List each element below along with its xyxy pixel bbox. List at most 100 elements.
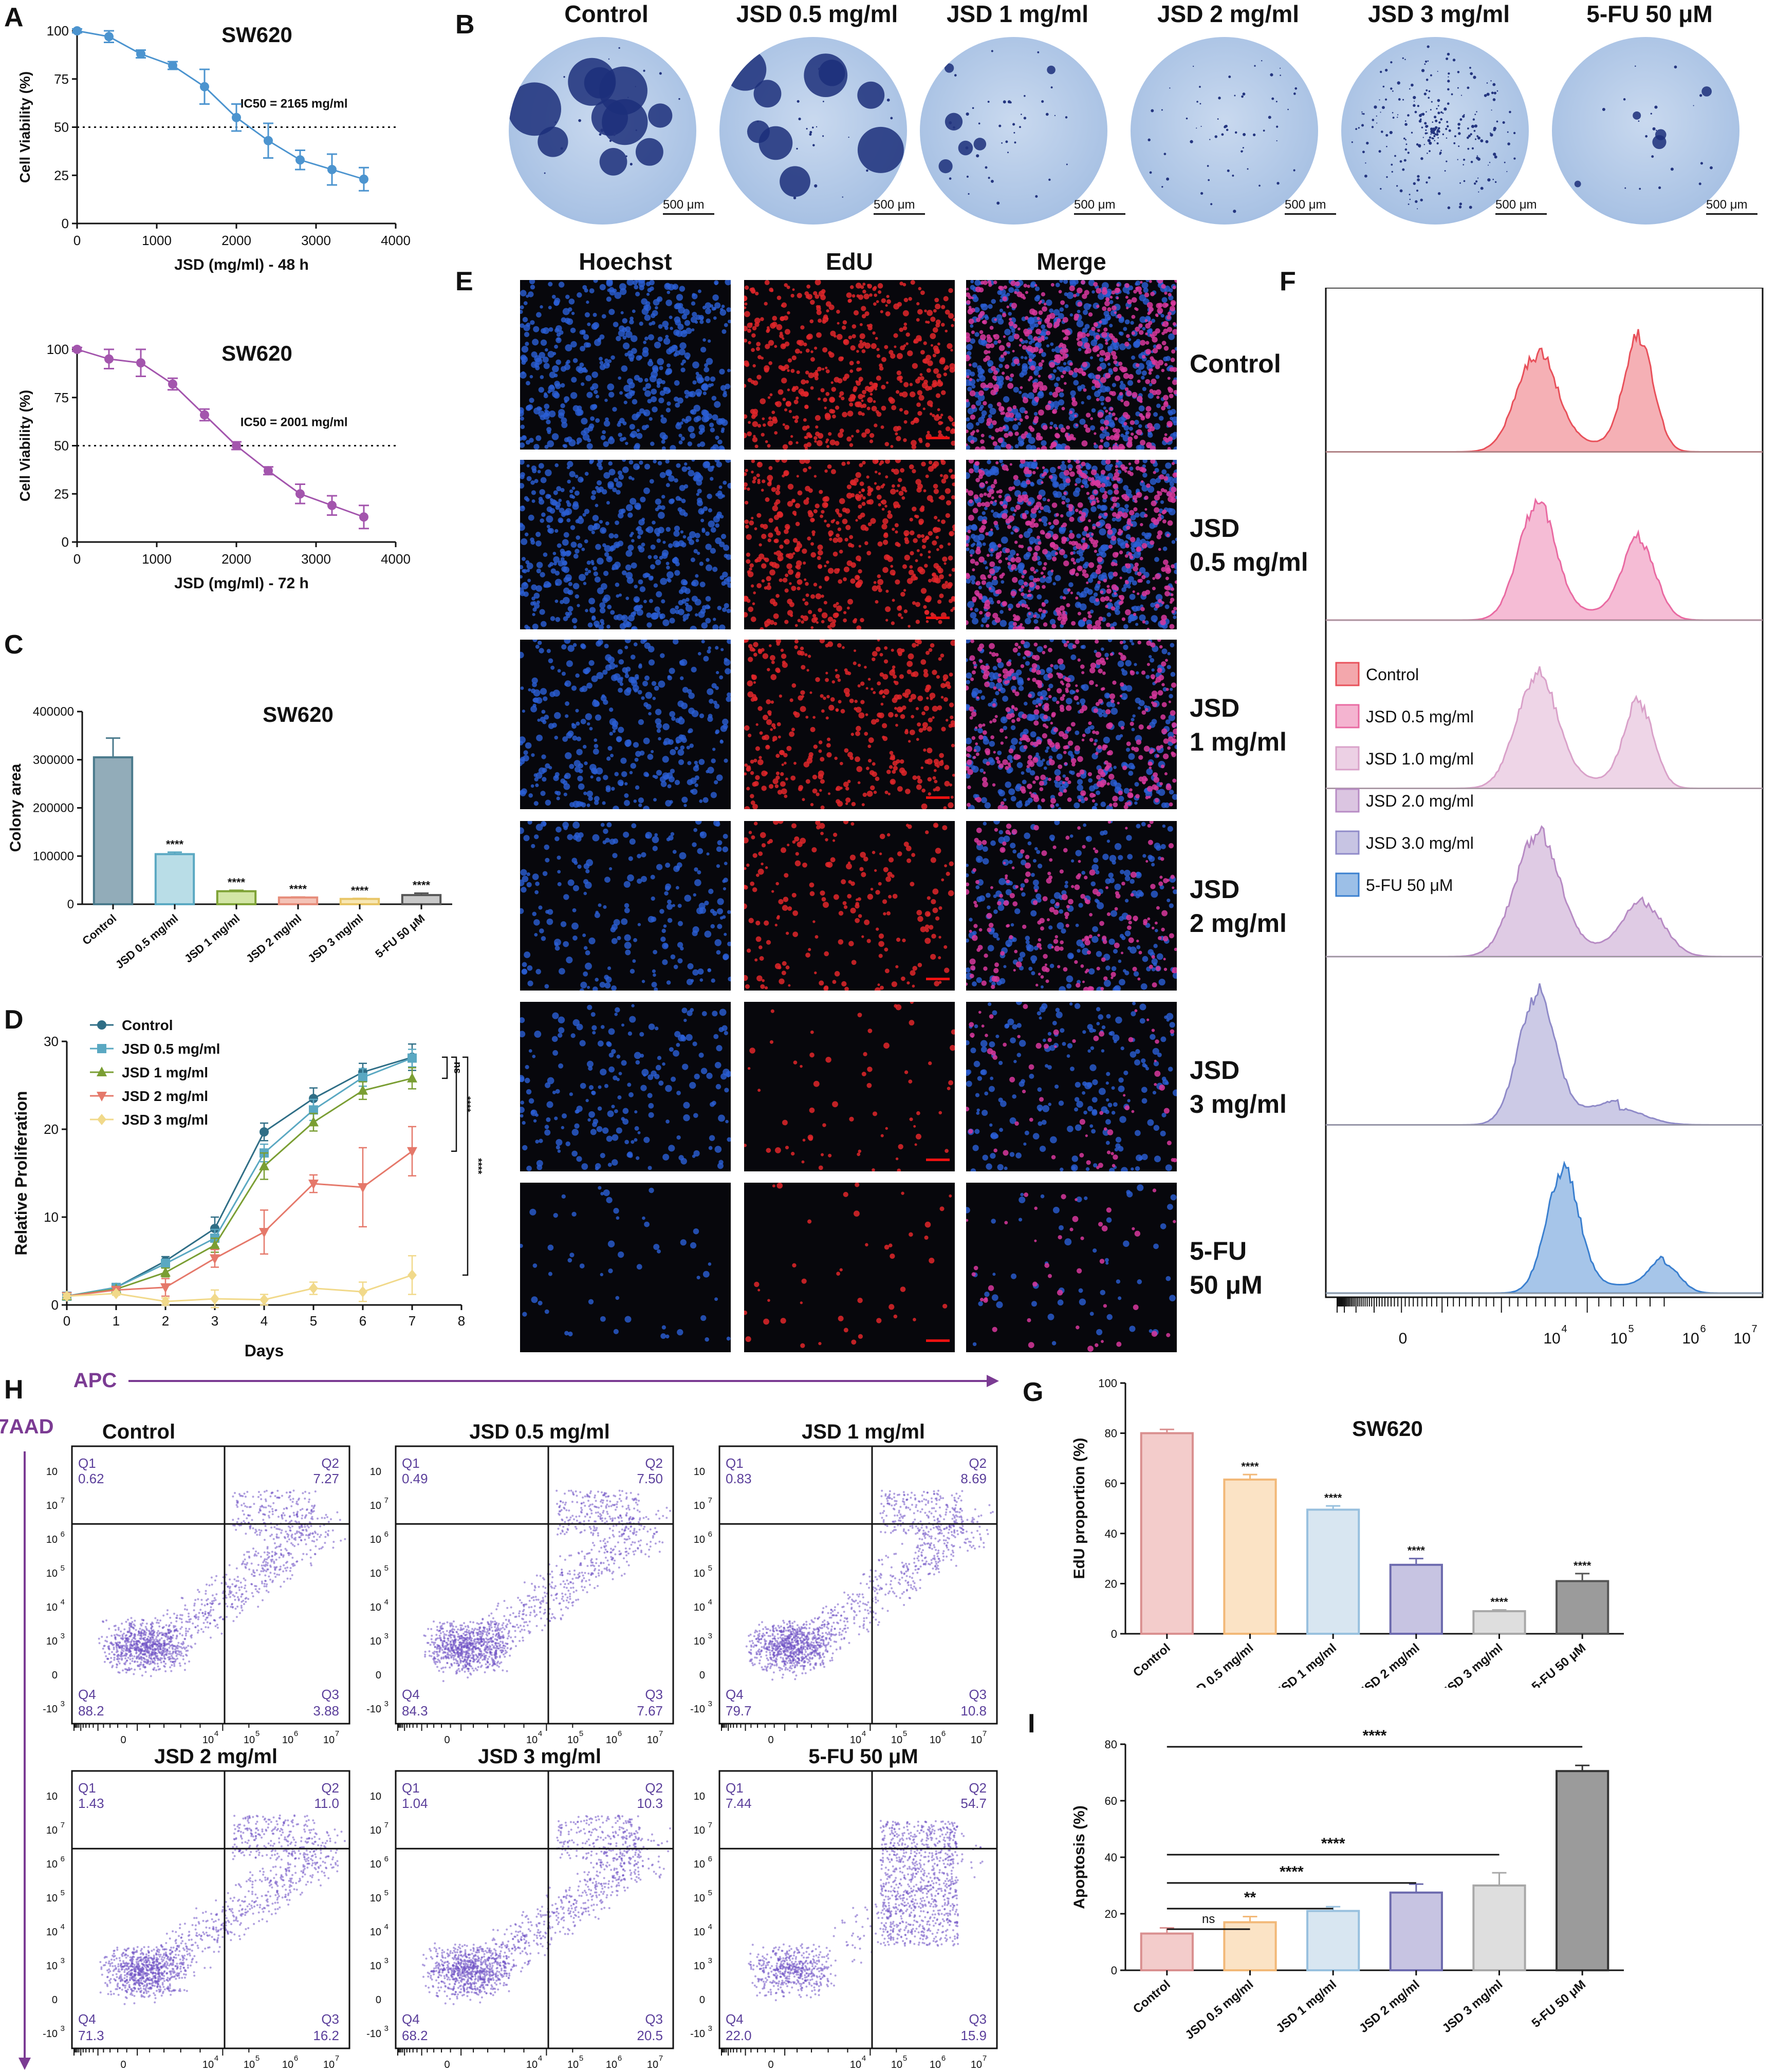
- event-dot: [610, 1547, 612, 1550]
- event-dot: [521, 1629, 523, 1631]
- event-dot: [216, 1623, 218, 1626]
- event-dot: [138, 1631, 140, 1633]
- event-dot: [229, 1590, 231, 1592]
- event-dot: [261, 1504, 263, 1507]
- x-tick-exponent: 4: [214, 1729, 218, 1738]
- event-dot: [519, 1640, 521, 1642]
- event-dot: [646, 1530, 649, 1533]
- event-dot: [938, 1499, 940, 1501]
- event-dot: [765, 1628, 768, 1630]
- event-dot: [140, 1632, 142, 1634]
- event-dot: [267, 1504, 270, 1507]
- event-dot: [188, 1618, 191, 1621]
- event-dot: [178, 1617, 181, 1620]
- event-dot: [285, 1530, 287, 1533]
- event-dot: [488, 1614, 490, 1617]
- event-dot: [125, 1671, 127, 1674]
- event-dot: [943, 1527, 946, 1530]
- event-dot: [955, 1564, 957, 1567]
- event-dot: [788, 1670, 791, 1672]
- event-dot: [140, 1635, 143, 1637]
- event-dot: [206, 1603, 209, 1606]
- event-dot: [439, 1661, 441, 1664]
- event-dot: [245, 1600, 247, 1603]
- event-dot: [233, 1578, 236, 1581]
- event-dot: [258, 1529, 261, 1531]
- event-dot: [569, 1598, 571, 1600]
- event-dot: [289, 1526, 291, 1529]
- histogram-6: [1326, 1161, 1763, 1294]
- event-dot: [229, 1585, 231, 1588]
- event-dot: [802, 1623, 805, 1626]
- event-dot: [584, 1495, 586, 1498]
- event-dot: [809, 1664, 811, 1666]
- event-dot: [788, 1659, 790, 1662]
- event-dot: [114, 1625, 117, 1627]
- event-dot: [217, 1603, 220, 1606]
- event-dot: [449, 1654, 452, 1656]
- event-dot: [137, 1634, 139, 1636]
- event-dot: [589, 1527, 592, 1530]
- event-dot: [171, 1655, 173, 1657]
- event-dot: [600, 1562, 602, 1564]
- event-dot: [504, 1628, 506, 1631]
- event-dot: [187, 1630, 189, 1633]
- event-dot: [777, 1651, 780, 1653]
- event-dot: [571, 1515, 574, 1517]
- event-dot: [277, 1536, 280, 1539]
- event-dot: [789, 1659, 792, 1662]
- event-dot: [225, 1583, 228, 1585]
- event-dot: [988, 1504, 991, 1506]
- event-dot: [167, 1629, 170, 1632]
- event-dot: [464, 1644, 466, 1647]
- event-dot: [248, 1555, 250, 1558]
- significance-label: ****: [228, 876, 246, 889]
- event-dot: [471, 1650, 474, 1653]
- event-dot: [462, 1632, 465, 1635]
- event-dot: [151, 1621, 154, 1624]
- event-dot: [314, 1490, 317, 1492]
- event-dot: [925, 1499, 928, 1501]
- event-dot: [286, 1507, 288, 1510]
- significance-label: ****: [1574, 1559, 1591, 1572]
- event-dot: [476, 1634, 479, 1636]
- event-dot: [280, 1549, 283, 1551]
- event-dot: [793, 1620, 796, 1623]
- event-dot: [445, 1655, 447, 1657]
- event-dot: [971, 1532, 973, 1534]
- event-dot: [302, 1529, 305, 1532]
- event-dot: [593, 1529, 595, 1532]
- event-dot: [967, 1550, 969, 1552]
- event-dot: [769, 1629, 771, 1632]
- event-dot: [168, 1652, 170, 1655]
- event-dot: [155, 1636, 158, 1638]
- event-dot: [339, 1519, 341, 1521]
- event-dot: [470, 1673, 472, 1676]
- event-dot: [492, 1636, 494, 1638]
- event-dot: [506, 1637, 509, 1640]
- event-dot: [565, 1586, 568, 1589]
- event-dot: [830, 1616, 832, 1619]
- event-dot: [498, 1662, 501, 1665]
- event-dot: [843, 1637, 845, 1639]
- event-dot: [253, 1503, 255, 1505]
- event-dot: [615, 1524, 618, 1527]
- y-tick-label: 20: [1105, 1908, 1117, 1920]
- event-dot: [921, 1544, 924, 1546]
- event-dot: [491, 1630, 494, 1632]
- marker: [210, 1293, 219, 1305]
- event-dot: [144, 1649, 147, 1652]
- event-dot: [252, 1547, 254, 1550]
- event-dot: [483, 1641, 486, 1644]
- event-dot: [426, 1641, 429, 1644]
- event-dot: [496, 1630, 498, 1632]
- event-dot: [956, 1529, 958, 1532]
- event-dot: [140, 1662, 142, 1664]
- event-dot: [852, 1600, 855, 1602]
- event-dot: [277, 1516, 280, 1518]
- event-dot: [494, 1629, 497, 1632]
- event-dot: [478, 1628, 480, 1631]
- flow-plot-frame: [718, 1445, 998, 1725]
- event-dot: [478, 1662, 481, 1664]
